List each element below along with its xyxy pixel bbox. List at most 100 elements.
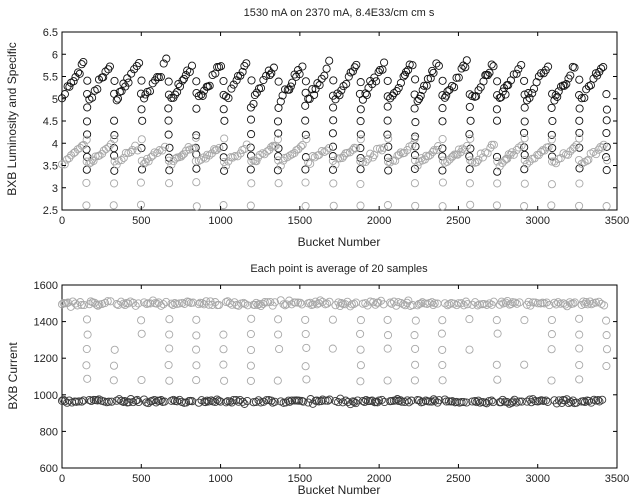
data-point bbox=[466, 200, 475, 209]
data-point bbox=[117, 156, 126, 165]
data-point bbox=[192, 131, 201, 140]
data-point bbox=[255, 299, 264, 308]
data-point bbox=[570, 143, 579, 152]
data-point bbox=[341, 300, 350, 309]
data-point bbox=[247, 130, 256, 139]
data-point bbox=[89, 156, 98, 166]
data-point bbox=[351, 144, 360, 153]
data-point bbox=[497, 297, 506, 306]
data-point bbox=[602, 345, 612, 354]
data-point bbox=[274, 77, 283, 86]
data-point bbox=[457, 299, 466, 308]
data-point bbox=[301, 101, 310, 110]
data-point bbox=[192, 77, 201, 86]
data-point bbox=[589, 147, 598, 157]
data-point bbox=[192, 315, 201, 324]
data-point bbox=[584, 82, 593, 91]
data-point bbox=[462, 56, 471, 65]
data-point bbox=[291, 298, 300, 307]
data-point bbox=[562, 395, 571, 404]
data-point bbox=[356, 179, 365, 189]
data-point bbox=[356, 135, 365, 144]
data-point bbox=[579, 397, 588, 406]
data-point bbox=[325, 56, 334, 65]
plot-frame bbox=[61, 31, 618, 211]
data-point bbox=[599, 140, 608, 149]
data-point bbox=[374, 67, 383, 77]
current-chart: Each point is average of 20 samples BXB … bbox=[6, 263, 629, 497]
series-0 bbox=[57, 296, 612, 386]
data-point bbox=[470, 92, 479, 101]
data-point bbox=[150, 148, 159, 157]
data-point bbox=[159, 300, 168, 309]
data-point bbox=[306, 159, 315, 168]
data-point bbox=[487, 396, 496, 405]
data-point bbox=[240, 61, 249, 71]
data-point bbox=[547, 315, 556, 325]
data-point bbox=[411, 201, 420, 210]
data-point bbox=[137, 329, 146, 338]
data-point bbox=[129, 298, 138, 307]
data-point bbox=[391, 156, 400, 165]
data-point bbox=[465, 130, 474, 139]
data-point bbox=[189, 144, 198, 153]
data-point bbox=[194, 300, 203, 309]
data-point bbox=[438, 202, 447, 211]
data-point bbox=[545, 301, 554, 310]
data-point bbox=[314, 397, 323, 406]
data-point bbox=[443, 87, 452, 96]
data-point bbox=[317, 397, 326, 406]
data-point bbox=[371, 300, 380, 309]
data-point bbox=[110, 179, 119, 188]
data-point bbox=[297, 300, 306, 309]
data-point bbox=[184, 143, 193, 152]
data-point bbox=[489, 398, 498, 407]
data-point bbox=[171, 154, 180, 163]
data-point bbox=[362, 90, 371, 100]
data-point bbox=[83, 330, 92, 339]
data-point bbox=[279, 300, 288, 309]
data-point bbox=[66, 78, 76, 87]
data-point bbox=[514, 65, 523, 74]
data-point bbox=[211, 397, 220, 407]
data-point bbox=[109, 376, 118, 385]
data-point bbox=[252, 88, 261, 97]
data-point bbox=[356, 361, 365, 370]
data-point bbox=[375, 65, 384, 75]
data-point bbox=[214, 300, 224, 310]
data-point bbox=[547, 135, 556, 144]
data-point bbox=[138, 116, 147, 125]
data-point bbox=[600, 301, 609, 310]
data-point bbox=[246, 345, 256, 355]
data-point bbox=[137, 165, 147, 174]
data-point bbox=[430, 396, 440, 405]
data-point bbox=[219, 76, 228, 86]
data-point bbox=[485, 299, 494, 308]
data-point bbox=[428, 66, 437, 75]
data-point bbox=[192, 345, 201, 354]
data-point bbox=[512, 69, 521, 78]
data-point bbox=[219, 345, 228, 354]
data-point bbox=[320, 71, 329, 80]
data-point bbox=[438, 316, 447, 325]
data-point bbox=[498, 395, 507, 404]
data-point bbox=[297, 396, 306, 405]
y-tick-label: 6.5 bbox=[43, 27, 58, 39]
x-axis-label: Bucket Number bbox=[298, 483, 381, 497]
data-point bbox=[123, 74, 132, 83]
data-point bbox=[246, 165, 255, 174]
data-point bbox=[597, 64, 606, 73]
data-point bbox=[169, 395, 178, 404]
data-point bbox=[362, 395, 371, 405]
data-point bbox=[496, 398, 506, 407]
data-point bbox=[175, 299, 184, 308]
data-point bbox=[140, 298, 149, 307]
data-point bbox=[468, 397, 477, 406]
data-point bbox=[198, 91, 207, 100]
data-point bbox=[594, 145, 603, 154]
data-point bbox=[179, 74, 188, 83]
data-point bbox=[531, 397, 540, 406]
y-tick-label: 5 bbox=[52, 94, 58, 106]
data-point bbox=[260, 298, 269, 307]
y-tick-label: 3.5 bbox=[43, 161, 58, 173]
